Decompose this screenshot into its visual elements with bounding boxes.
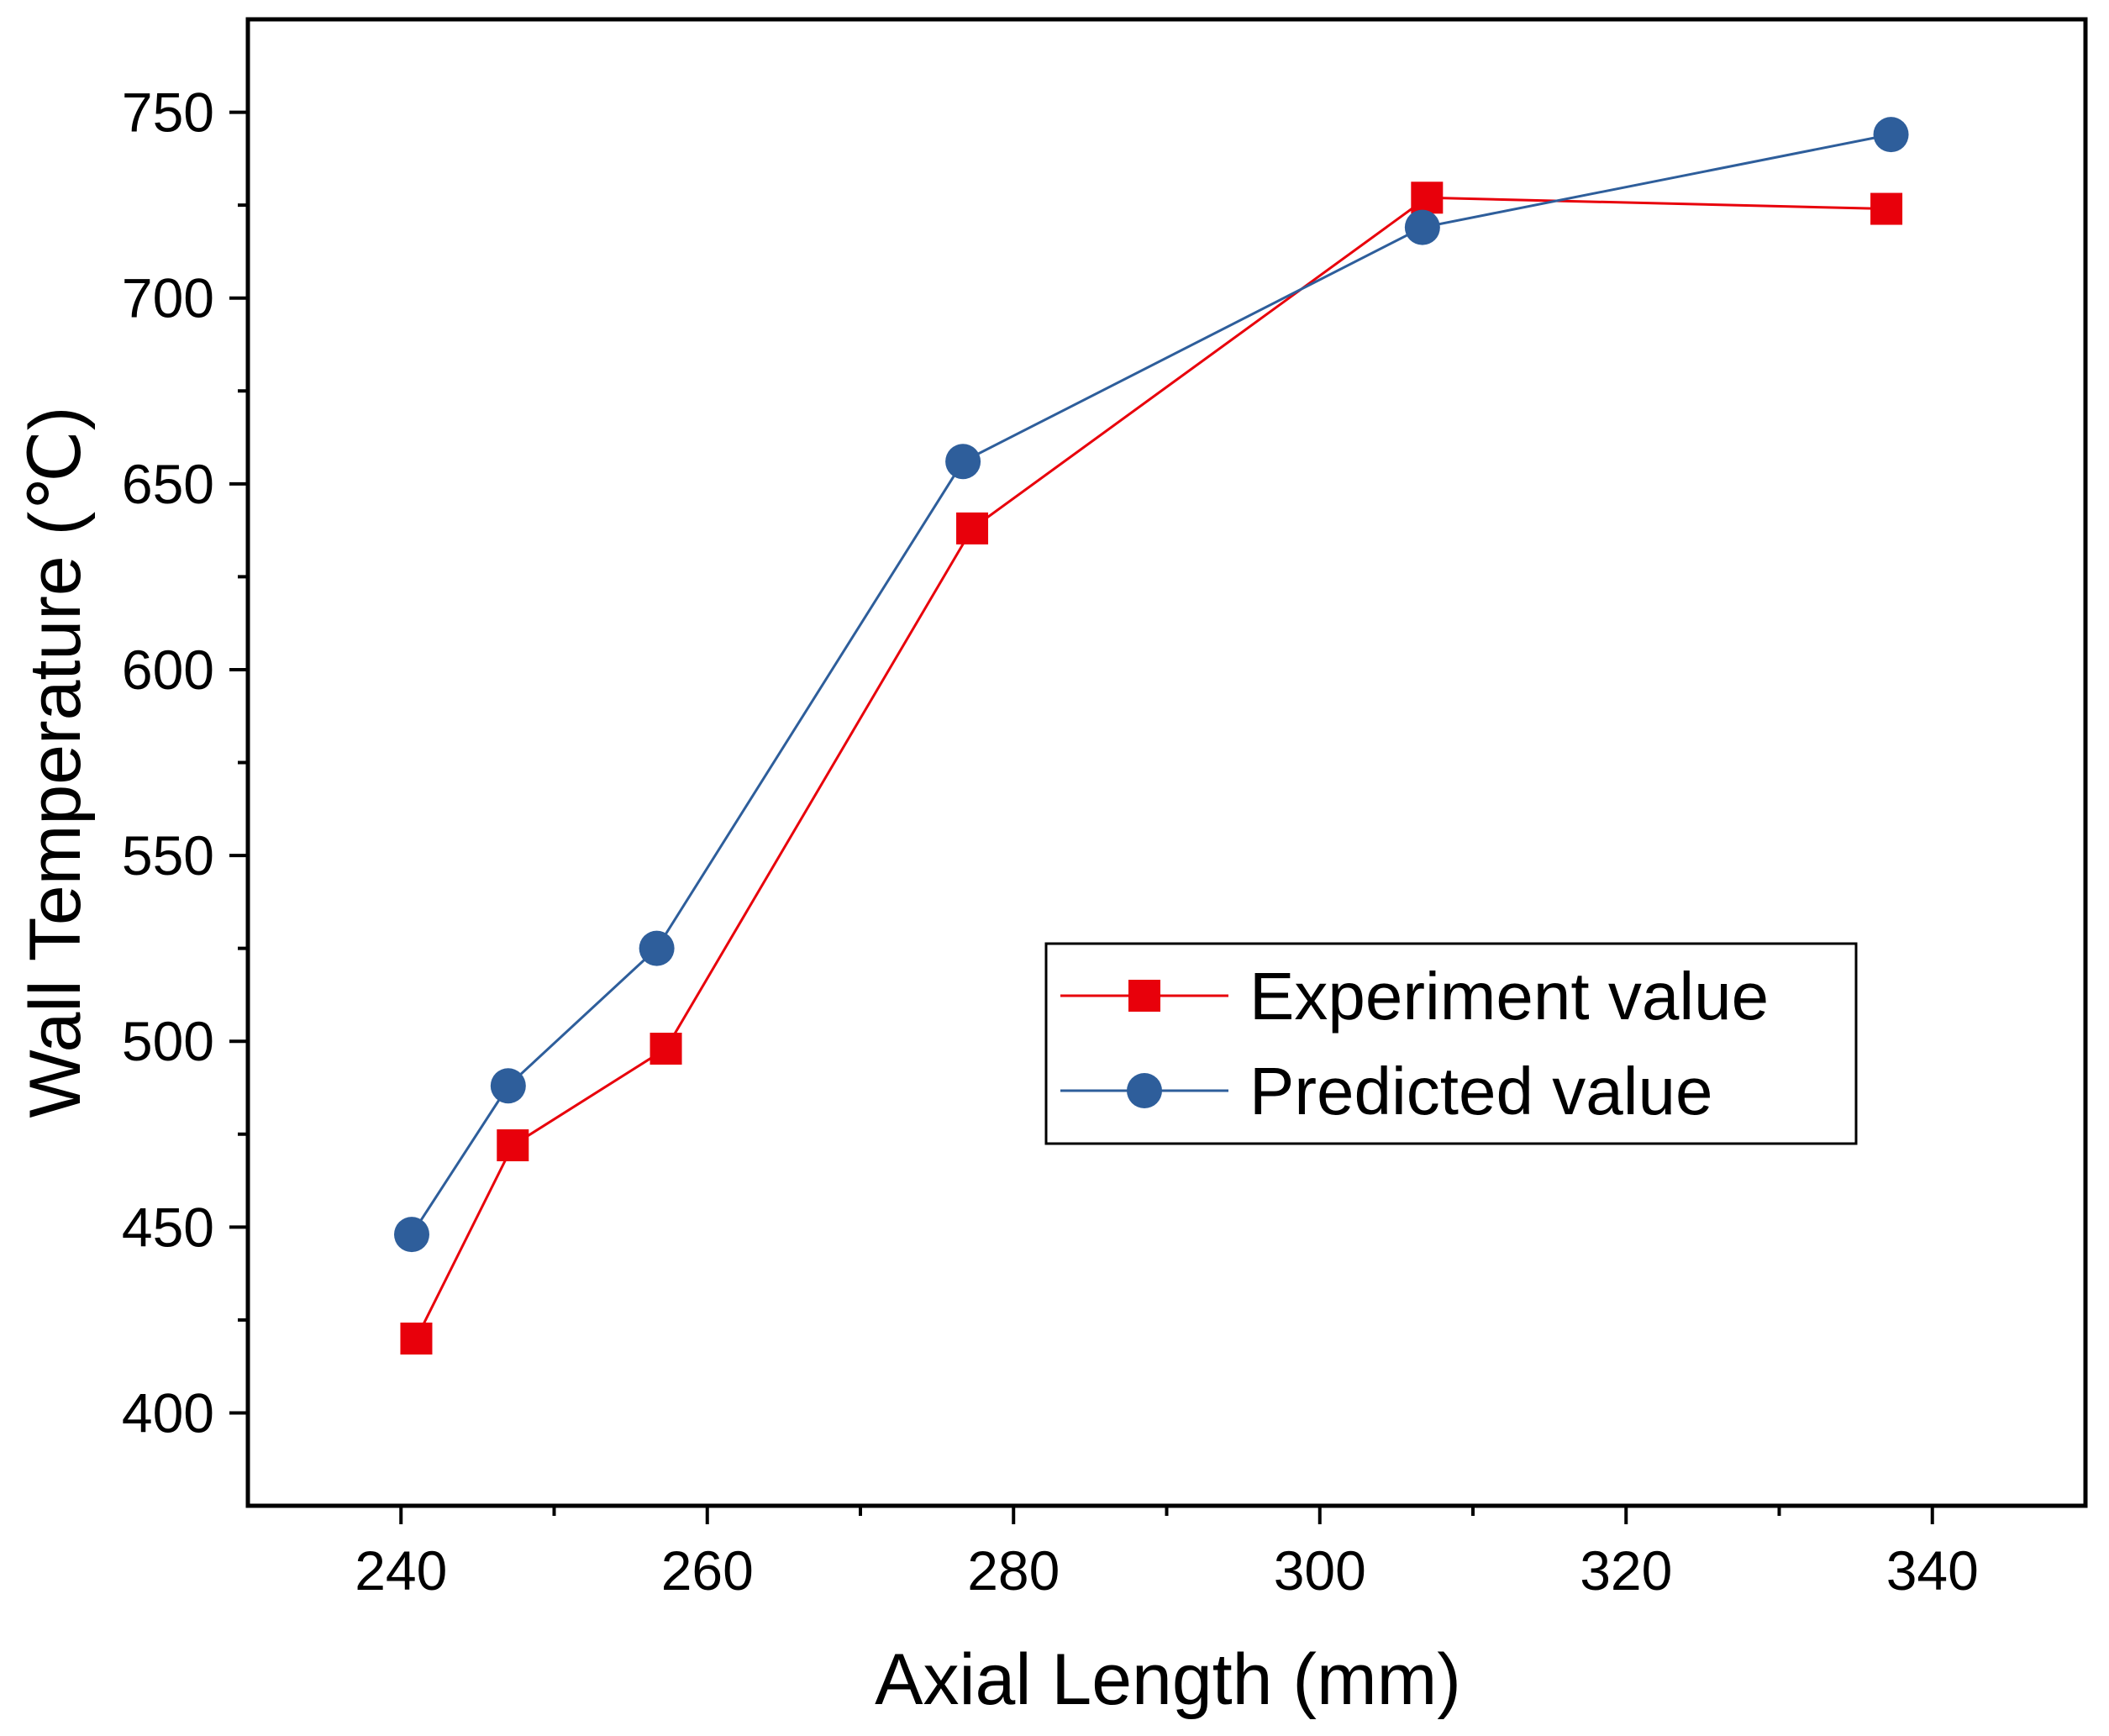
predicted-point [1873, 117, 1909, 153]
legend-label-experiment: Experiment value [1249, 959, 1769, 1034]
experiment-point [497, 1129, 529, 1162]
y-axis-ticks: 400 450 500 550 600 650 700 750 [122, 82, 248, 1444]
experiment-point [400, 1322, 433, 1355]
x-tick-label: 260 [661, 1539, 754, 1602]
predicted-point [945, 444, 981, 480]
legend-marker-experiment [1128, 980, 1160, 1012]
plot-frame [245, 17, 2088, 1508]
series-layer [394, 117, 1909, 1355]
series-line-experiment [415, 196, 1887, 1339]
y-tick-label: 650 [122, 453, 214, 515]
experiment-point [1411, 181, 1444, 214]
series-line-predicted [410, 133, 1891, 1235]
x-axis-title: Axial Length (mm) [875, 1639, 1461, 1720]
predicted-point [1404, 209, 1440, 245]
y-tick-label: 550 [122, 824, 214, 886]
x-axis-ticks: 240 260 280 300 320 340 [355, 1506, 1979, 1602]
y-tick-label: 700 [122, 267, 214, 329]
experiment-point [1870, 192, 1903, 225]
legend: Experiment value Predicted value [1044, 942, 1858, 1145]
x-tick-label: 280 [967, 1539, 1060, 1602]
legend-box [1044, 942, 1858, 1145]
y-tick-label: 600 [122, 639, 214, 701]
x-tick-label: 320 [1580, 1539, 1672, 1602]
x-tick-label: 340 [1886, 1539, 1979, 1602]
x-tick-label: 240 [355, 1539, 447, 1602]
predicted-point [639, 930, 675, 966]
predicted-point [394, 1217, 430, 1253]
experiment-point [956, 512, 989, 544]
y-axis-title: Wall Temperature (℃) [15, 407, 96, 1118]
y-tick-label: 400 [122, 1381, 214, 1444]
y-tick-label: 750 [122, 82, 214, 144]
y-tick-label: 450 [122, 1196, 214, 1258]
legend-label-predicted: Predicted value [1249, 1054, 1712, 1128]
legend-marker-predicted [1127, 1073, 1162, 1108]
y-tick-label: 500 [122, 1010, 214, 1072]
predicted-point [490, 1068, 526, 1104]
x-tick-label: 300 [1274, 1539, 1366, 1602]
experiment-point [650, 1033, 682, 1065]
